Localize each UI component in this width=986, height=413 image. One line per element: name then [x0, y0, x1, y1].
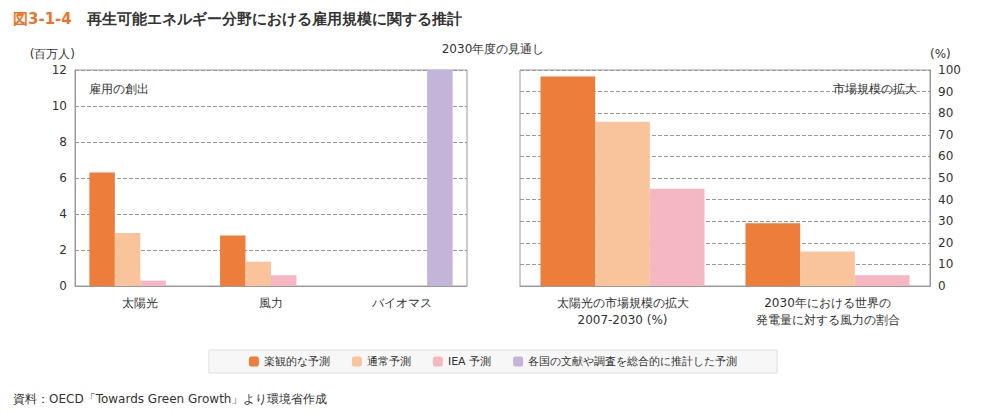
svg-text:風力: 風力: [259, 296, 283, 310]
svg-text:雇用の創出: 雇用の創出: [89, 82, 149, 96]
svg-text:6: 6: [59, 171, 67, 185]
svg-text:(%): (%): [930, 47, 951, 61]
svg-text:資料：OECD「Towards Green Growth」よ: 資料：OECD「Towards Green Growth」より環境省作成: [13, 392, 327, 406]
svg-text:90: 90: [938, 85, 953, 99]
svg-text:0: 0: [59, 279, 67, 293]
svg-text:40: 40: [938, 193, 953, 207]
svg-text:太陽光の市場規模の拡大: 太陽光の市場規模の拡大: [557, 296, 689, 310]
svg-text:(百万人): (百万人): [30, 47, 75, 61]
svg-text:2030年度の見通し: 2030年度の見通し: [442, 42, 545, 56]
svg-text:太陽光: 太陽光: [122, 296, 158, 310]
svg-text:80: 80: [938, 106, 953, 120]
svg-text:8: 8: [59, 135, 67, 149]
svg-text:10: 10: [52, 99, 67, 113]
svg-text:2: 2: [59, 243, 67, 257]
svg-text:12: 12: [52, 63, 67, 77]
svg-text:70: 70: [938, 128, 953, 142]
svg-text:30: 30: [938, 214, 953, 228]
svg-text:楽観的な予測: 楽観的な予測: [264, 355, 330, 368]
svg-text:100: 100: [938, 63, 961, 77]
svg-text:再生可能エネルギー分野における雇用規模に関する推計: 再生可能エネルギー分野における雇用規模に関する推計: [72, 10, 462, 28]
svg-text:2007-2030 (%): 2007-2030 (%): [578, 313, 668, 327]
svg-text:20: 20: [938, 236, 953, 250]
svg-text:10: 10: [938, 257, 953, 271]
svg-text:0: 0: [938, 279, 946, 293]
svg-text:通常予測: 通常予測: [367, 355, 411, 368]
svg-text:IEA 予測: IEA 予測: [448, 355, 491, 368]
svg-text:発電量に対する風力の割合: 発電量に対する風力の割合: [756, 313, 900, 327]
svg-text:バイオマス: バイオマス: [371, 296, 432, 310]
svg-text:60: 60: [938, 149, 953, 163]
svg-text:50: 50: [938, 171, 953, 185]
svg-text:各国の文献や調査を総合的に推計した予測: 各国の文献や調査を総合的に推計した予測: [528, 355, 737, 368]
svg-text:2030年における世界の: 2030年における世界の: [764, 296, 891, 310]
svg-text:図3-1-4: 図3-1-4: [13, 10, 72, 28]
svg-text:4: 4: [59, 207, 67, 221]
svg-text:市場規模の拡大: 市場規模の拡大: [833, 82, 917, 96]
